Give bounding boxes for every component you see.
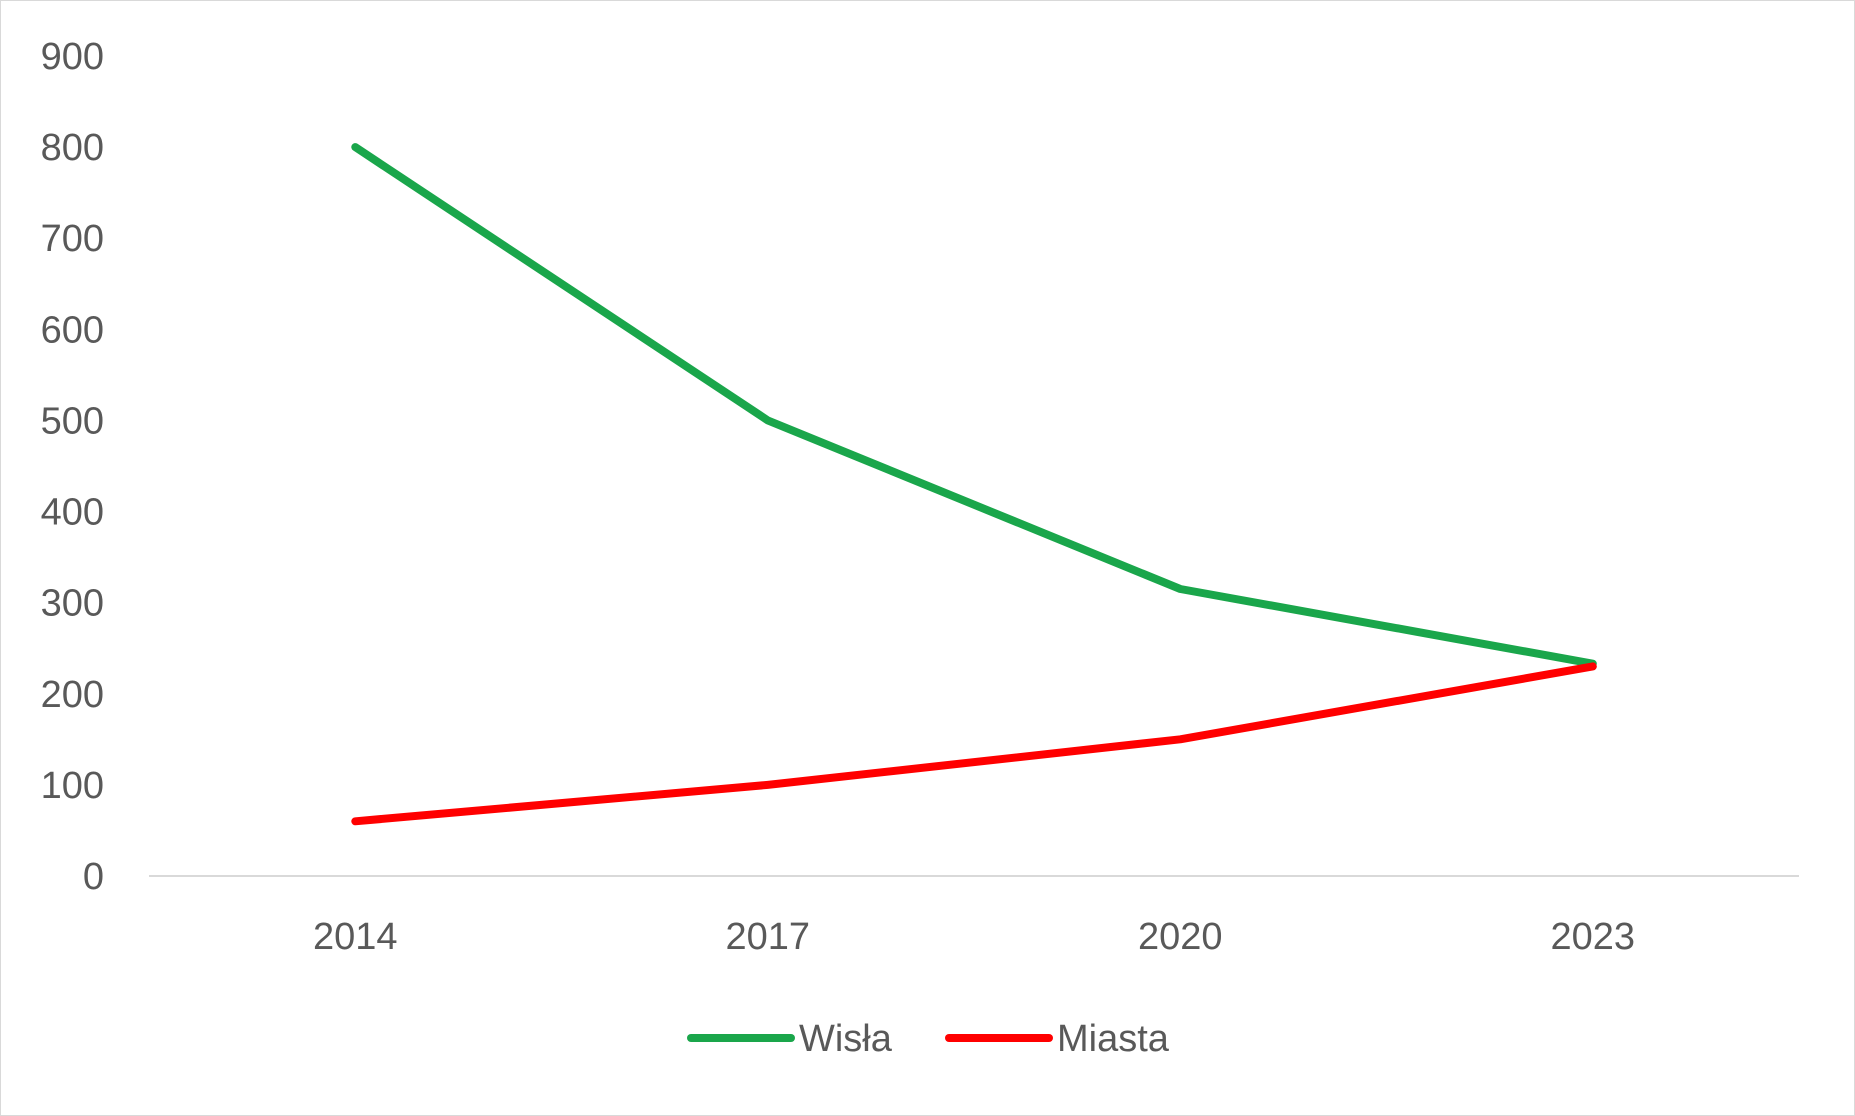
legend: Wisła Miasta bbox=[687, 1018, 1170, 1060]
x-axis-ticks: 2014 2017 2020 2023 bbox=[313, 916, 1635, 958]
x-tick-label: 2023 bbox=[1550, 916, 1635, 958]
y-tick-label: 700 bbox=[41, 218, 104, 260]
y-axis-ticks: 0 100 200 300 400 500 600 700 800 900 bbox=[41, 36, 104, 898]
y-tick-label: 600 bbox=[41, 309, 104, 351]
series-lines bbox=[351, 143, 1597, 826]
x-tick-label: 2020 bbox=[1138, 916, 1223, 958]
x-tick-label: 2014 bbox=[313, 916, 398, 958]
y-tick-label: 800 bbox=[41, 127, 104, 169]
y-tick-label: 400 bbox=[41, 492, 104, 534]
y-tick-label: 300 bbox=[41, 583, 104, 625]
y-tick-label: 500 bbox=[41, 400, 104, 442]
y-tick-label: 900 bbox=[41, 36, 104, 78]
legend-label: Miasta bbox=[1057, 1018, 1170, 1060]
series-line-1 bbox=[351, 143, 1597, 668]
x-tick-label: 2017 bbox=[725, 916, 810, 958]
y-tick-label: 0 bbox=[83, 856, 104, 898]
legend-label: Wisła bbox=[799, 1018, 893, 1060]
y-tick-label: 200 bbox=[41, 674, 104, 716]
y-tick-label: 100 bbox=[41, 765, 104, 807]
series-line-2 bbox=[351, 662, 1597, 826]
